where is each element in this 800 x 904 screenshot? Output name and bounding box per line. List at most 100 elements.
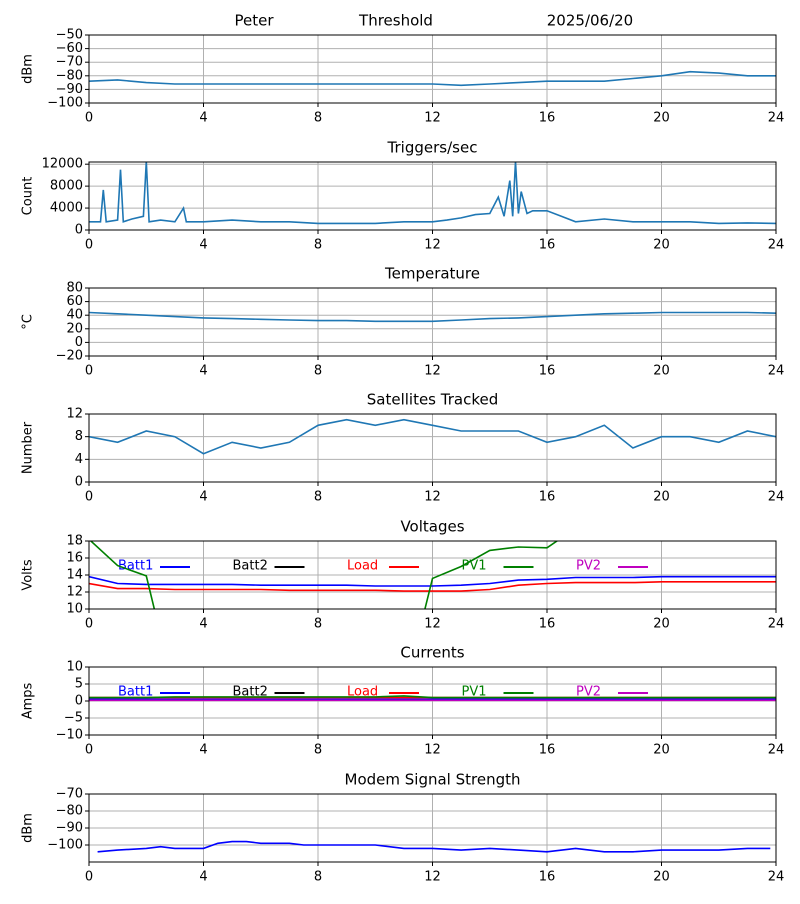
chart-title: Voltages — [400, 518, 464, 536]
plot-frame — [88, 34, 777, 104]
x-tick-label: 20 — [653, 870, 670, 885]
y-tick-label: −90 — [56, 82, 83, 97]
y-tick-label: 12000 — [42, 157, 83, 172]
chart-title: Triggers/sec — [387, 139, 478, 157]
x-tick-label: 0 — [85, 617, 93, 632]
chart-title: Modem Signal Strength — [345, 771, 521, 789]
x-tick-label: 12 — [424, 490, 441, 505]
series-line — [89, 162, 776, 225]
y-axis-label: °C — [21, 314, 36, 330]
plot-frame — [88, 413, 777, 483]
series-line — [97, 840, 771, 853]
y-axis-label: dBm — [21, 813, 36, 843]
x-tick-label: 20 — [653, 364, 670, 379]
series-line — [89, 695, 776, 699]
chart-title: Currents — [400, 644, 464, 662]
y-axis-label: Count — [21, 177, 36, 216]
x-tick-label: 24 — [768, 111, 785, 126]
x-tick-label: 24 — [768, 870, 785, 885]
x-tick-label: 24 — [768, 238, 785, 253]
x-tick-label: 8 — [314, 617, 322, 632]
y-tick-label: −100 — [47, 838, 83, 853]
y-tick-label: 20 — [66, 321, 83, 336]
plot-frame — [88, 666, 777, 736]
y-tick-label: −20 — [56, 349, 83, 364]
series-line — [89, 70, 776, 87]
x-tick-label: 12 — [424, 111, 441, 126]
y-tick-label: 4 — [75, 452, 83, 467]
x-tick-label: 4 — [199, 490, 207, 505]
legend-label: PV1 — [462, 559, 487, 574]
chart-title: Threshold — [358, 12, 433, 30]
series-line — [89, 541, 559, 609]
x-tick-label: 24 — [768, 364, 785, 379]
y-tick-label: 0 — [75, 475, 83, 490]
y-tick-label: −100 — [47, 96, 83, 111]
x-tick-label: 4 — [199, 743, 207, 758]
y-tick-label: −70 — [56, 55, 83, 70]
chart-title: Temperature — [384, 265, 480, 283]
x-tick-label: 12 — [424, 364, 441, 379]
y-tick-label: 80 — [66, 281, 83, 296]
y-tick-label: 16 — [66, 551, 83, 566]
x-tick-label: 20 — [653, 490, 670, 505]
y-tick-label: −60 — [56, 41, 83, 56]
legend-label: PV2 — [576, 685, 601, 700]
y-tick-label: 0 — [75, 335, 83, 350]
x-tick-label: 24 — [768, 617, 785, 632]
y-tick-label: −90 — [56, 821, 83, 836]
x-tick-label: 0 — [85, 111, 93, 126]
x-tick-label: 8 — [314, 490, 322, 505]
legend-label: Load — [347, 559, 378, 574]
x-tick-label: 16 — [539, 238, 556, 253]
legend-label: Batt1 — [118, 685, 153, 700]
legend-label: Batt2 — [233, 685, 268, 700]
x-tick-label: 24 — [768, 490, 785, 505]
y-tick-label: −70 — [56, 787, 83, 802]
x-tick-label: 0 — [85, 490, 93, 505]
y-axis-label: Amps — [21, 682, 36, 719]
y-tick-label: −5 — [64, 711, 83, 726]
x-tick-label: 8 — [314, 238, 322, 253]
x-tick-label: 24 — [768, 743, 785, 758]
x-tick-label: 4 — [199, 111, 207, 126]
x-tick-label: 8 — [314, 111, 322, 126]
y-tick-label: −50 — [56, 28, 83, 43]
legend-label: PV2 — [576, 559, 601, 574]
legend-label: PV1 — [462, 685, 487, 700]
plot-frame — [88, 793, 777, 863]
y-axis-label: dBm — [21, 54, 36, 84]
x-tick-label: 8 — [314, 364, 322, 379]
x-tick-label: 16 — [539, 870, 556, 885]
x-tick-label: 20 — [653, 111, 670, 126]
chart-title: 2025/06/20 — [547, 12, 633, 30]
series-line — [89, 575, 776, 587]
plot-frame — [88, 161, 777, 231]
chart-title: Peter — [234, 12, 274, 30]
x-tick-label: 16 — [539, 111, 556, 126]
y-tick-label: 0 — [75, 223, 83, 238]
y-tick-label: 12 — [66, 585, 83, 600]
x-tick-label: 12 — [424, 743, 441, 758]
chart-title: Satellites Tracked — [367, 391, 498, 409]
y-tick-label: −80 — [56, 68, 83, 83]
y-tick-label: 18 — [66, 534, 83, 549]
x-tick-label: 8 — [314, 743, 322, 758]
plot-frame — [88, 540, 777, 610]
x-tick-label: 16 — [539, 364, 556, 379]
legend-label: Load — [347, 685, 378, 700]
x-tick-label: 16 — [539, 743, 556, 758]
x-tick-label: 4 — [199, 617, 207, 632]
legend-label: Batt2 — [233, 559, 268, 574]
x-tick-label: 20 — [653, 743, 670, 758]
y-tick-label: 8 — [75, 429, 83, 444]
series-line — [89, 311, 776, 323]
x-tick-label: 16 — [539, 617, 556, 632]
x-tick-label: 4 — [199, 238, 207, 253]
y-axis-label: Number — [21, 421, 36, 474]
x-tick-label: 16 — [539, 490, 556, 505]
y-tick-label: 10 — [66, 602, 83, 617]
x-tick-label: 12 — [424, 617, 441, 632]
plot-frame — [88, 287, 777, 357]
